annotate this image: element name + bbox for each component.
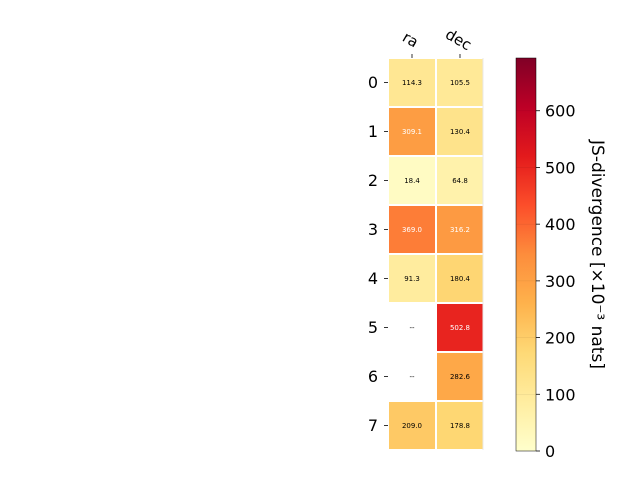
row-label-7: 7 [368,416,378,435]
row-labels: 0 1 2 3 4 5 6 7 [368,73,388,435]
cell-value-label: 369.0 [402,226,422,234]
cell-value-label: 105.5 [450,79,470,87]
colorbar: 0 100 200 300 400 500 600 JS-divergence [×10⁻³ … [515,57,607,461]
cell-value-label: 180.4 [450,275,471,283]
cell-value-label: 209.0 [402,422,422,430]
heatmap-cell-r5-dec [437,304,483,351]
heatmap-cell-r0-ra [389,59,435,106]
colorbar-tick-label: 500 [545,158,576,177]
row-label-4: 4 [368,269,378,288]
cell-value-label: 502.8 [450,324,470,332]
colorbar-tick-label: 600 [545,102,576,121]
colorbar-tick-label: 300 [545,272,576,291]
heatmap-cell-r3-dec [437,206,483,253]
heatmap-cell-r7-ra [389,402,435,449]
cell-value-label: -- [409,373,415,381]
cell-value-label: 64.8 [452,177,468,185]
cell-value-label: -- [409,324,415,332]
colorbar-label: JS-divergence [×10⁻³ nats] [587,139,607,369]
row-label-3: 3 [368,220,378,239]
heatmap-cell-r7-dec [437,402,483,449]
column-labels: ra dec [399,25,475,58]
heatmap-cell-r3-ra [389,206,435,253]
cell-value-label: 130.4 [450,128,471,136]
row-label-1: 1 [368,122,378,141]
heatmap-cell-r2-ra [389,157,435,204]
row-label-2: 2 [368,171,378,190]
column-label-dec: dec [442,25,474,54]
heatmap-cell-r0-dec [437,59,483,106]
colorbar-tick-label: 400 [545,215,576,234]
cell-value-label: 114.3 [402,79,422,87]
heatmap-cell-r1-ra [389,108,435,155]
heatmap-cell-r4-dec [437,255,483,302]
cell-value-label: 178.8 [450,422,470,430]
row-label-6: 6 [368,367,378,386]
colorbar-gradient [515,57,537,452]
heatmap-cell-r6-dec [437,353,483,400]
cell-value-label: 309.1 [402,128,422,136]
cell-value-label: 316.2 [450,226,470,234]
heatmap-cell-r4-ra [389,255,435,302]
row-label-0: 0 [368,73,378,92]
cell-value-label: 91.3 [404,275,420,283]
heatmap-cell-r1-dec [437,108,483,155]
cell-value-label: 18.4 [404,177,420,185]
cell-value-label: 282.6 [450,373,471,381]
colorbar-tick-label: 200 [545,329,576,348]
row-label-5: 5 [368,318,378,337]
colorbar-tick-label: 100 [545,385,576,404]
heatmap-cell-r2-dec [437,157,483,204]
column-label-ra: ra [399,28,421,51]
heatmap-cells: 114.3 105.5 309.1 130.4 18.4 64.8 369.0 316.2 91… [389,58,484,450]
colorbar-tick-label: 0 [545,442,555,461]
